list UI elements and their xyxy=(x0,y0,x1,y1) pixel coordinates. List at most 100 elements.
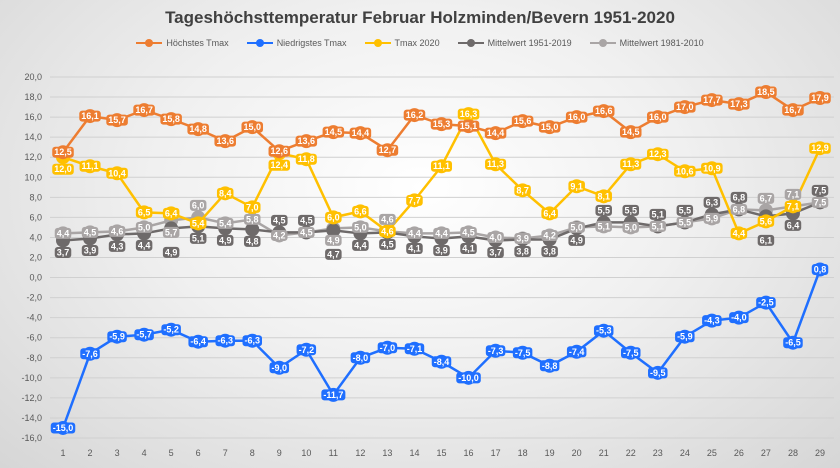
data-label: 12,6 xyxy=(271,146,289,156)
data-label-group: 6,7 xyxy=(757,192,775,204)
data-label-group: 18,5 xyxy=(755,86,777,98)
data-label-background xyxy=(565,111,588,123)
data-label: -11,7 xyxy=(323,390,343,400)
data-label-background xyxy=(514,184,531,196)
data-label-group: 12,5 xyxy=(52,146,74,158)
data-label: 4,4 xyxy=(733,228,746,238)
data-label-background xyxy=(460,242,477,254)
data-label: 4,6 xyxy=(111,226,124,236)
data-label-background xyxy=(379,238,396,250)
data-label-group: 5,6 xyxy=(757,215,775,227)
x-tick-label: 29 xyxy=(815,448,825,458)
data-label-background xyxy=(80,348,100,360)
data-label-background xyxy=(784,219,802,231)
data-label-group: 4,6 xyxy=(379,225,396,237)
data-label-background xyxy=(811,184,829,196)
data-label-background xyxy=(295,135,318,147)
data-label-background xyxy=(568,221,585,233)
data-label-group: 5,5 xyxy=(676,216,694,228)
data-label-group: 7,5 xyxy=(811,184,829,196)
data-label: 15,7 xyxy=(108,115,126,125)
data-label: 9,1 xyxy=(570,181,583,191)
data-label-background xyxy=(376,144,399,156)
data-label-background xyxy=(242,335,263,347)
data-label-background xyxy=(484,127,507,139)
data-label: 4,3 xyxy=(111,241,124,251)
data-label-background xyxy=(485,345,506,357)
data-label: -9,0 xyxy=(272,363,288,373)
data-label-group: 4,3 xyxy=(108,240,126,252)
data-label: 13,6 xyxy=(298,136,316,146)
data-label-background xyxy=(430,160,453,172)
data-label-background xyxy=(568,180,585,192)
data-label: 16,7 xyxy=(784,105,802,115)
data-label: 16,0 xyxy=(649,112,667,122)
data-label: 16,0 xyxy=(568,112,586,122)
data-label: 4,8 xyxy=(246,236,259,246)
data-label-background xyxy=(457,108,480,120)
data-label-group: 16,0 xyxy=(565,111,588,123)
data-label-group: 12,6 xyxy=(268,145,291,157)
x-tick-label: 6 xyxy=(196,448,201,458)
data-label-background xyxy=(325,234,342,246)
data-label-group: 5,9 xyxy=(703,212,721,224)
data-label-background xyxy=(593,325,614,337)
x-tick-label: 28 xyxy=(788,448,798,458)
data-label-background xyxy=(675,331,695,343)
data-labels: 12,5 16,1 15,7 16,7 15,8 14,8 13,6 15,0 12,6 13,6… xyxy=(50,86,831,434)
data-label: 16,2 xyxy=(406,110,424,120)
data-label: -15,0 xyxy=(53,423,74,433)
data-label-background xyxy=(456,372,481,384)
data-label: -10,0 xyxy=(458,373,479,383)
data-label-group: 5,7 xyxy=(162,226,180,238)
data-label-background xyxy=(811,196,829,208)
data-label-group: 4,7 xyxy=(325,248,342,260)
data-label: 4,4 xyxy=(57,228,70,238)
data-label-background xyxy=(81,226,99,238)
data-label-background xyxy=(595,190,612,202)
data-label: 7,7 xyxy=(408,195,421,205)
data-label-group: -4,3 xyxy=(702,315,722,327)
data-label-group: 0,8 xyxy=(811,264,829,276)
data-label-group: 4,9 xyxy=(162,246,180,258)
data-label: -5,9 xyxy=(109,332,125,342)
data-label: 6,1 xyxy=(760,235,773,245)
data-label-background xyxy=(404,343,425,355)
data-label-group: 15,1 xyxy=(457,120,480,132)
data-label-group: 15,0 xyxy=(241,121,264,133)
data-label: -7,4 xyxy=(569,347,585,357)
x-tick-label: 10 xyxy=(301,448,311,458)
data-label-background xyxy=(134,329,154,341)
data-label-background xyxy=(728,98,750,110)
data-label: -7,3 xyxy=(488,346,504,356)
data-label: 15,3 xyxy=(433,119,451,129)
y-tick-label: 14,0 xyxy=(24,132,42,142)
data-label-group: 6,8 xyxy=(730,203,748,215)
data-label-group: 15,0 xyxy=(538,121,561,133)
data-label-background xyxy=(108,240,126,252)
data-label-group: 11,8 xyxy=(295,153,317,165)
data-label-background xyxy=(189,217,207,229)
data-label-background xyxy=(782,104,804,116)
data-label-group: -7,4 xyxy=(566,346,587,358)
data-label: 3,9 xyxy=(84,245,97,255)
data-label: 11,1 xyxy=(82,161,99,171)
data-label: 4,9 xyxy=(570,235,583,245)
data-label: 3,9 xyxy=(516,233,529,243)
data-label: 17,3 xyxy=(730,99,748,109)
data-label-group: 4,1 xyxy=(406,242,423,254)
data-label: 7,1 xyxy=(787,189,800,199)
data-label-background xyxy=(216,234,234,246)
data-label: 6,4 xyxy=(787,220,800,230)
data-label-background xyxy=(457,120,480,132)
data-label-group: 4,2 xyxy=(541,229,558,241)
data-label: 7,0 xyxy=(246,202,259,212)
data-label-background xyxy=(403,109,426,121)
x-tick-label: 15 xyxy=(436,448,446,458)
legend-item: Niedrigstes Tmax xyxy=(246,38,347,48)
data-label-background xyxy=(676,204,694,216)
data-label-background xyxy=(352,221,369,233)
data-label-group: 4,9 xyxy=(216,234,234,246)
data-label-background xyxy=(214,135,236,147)
